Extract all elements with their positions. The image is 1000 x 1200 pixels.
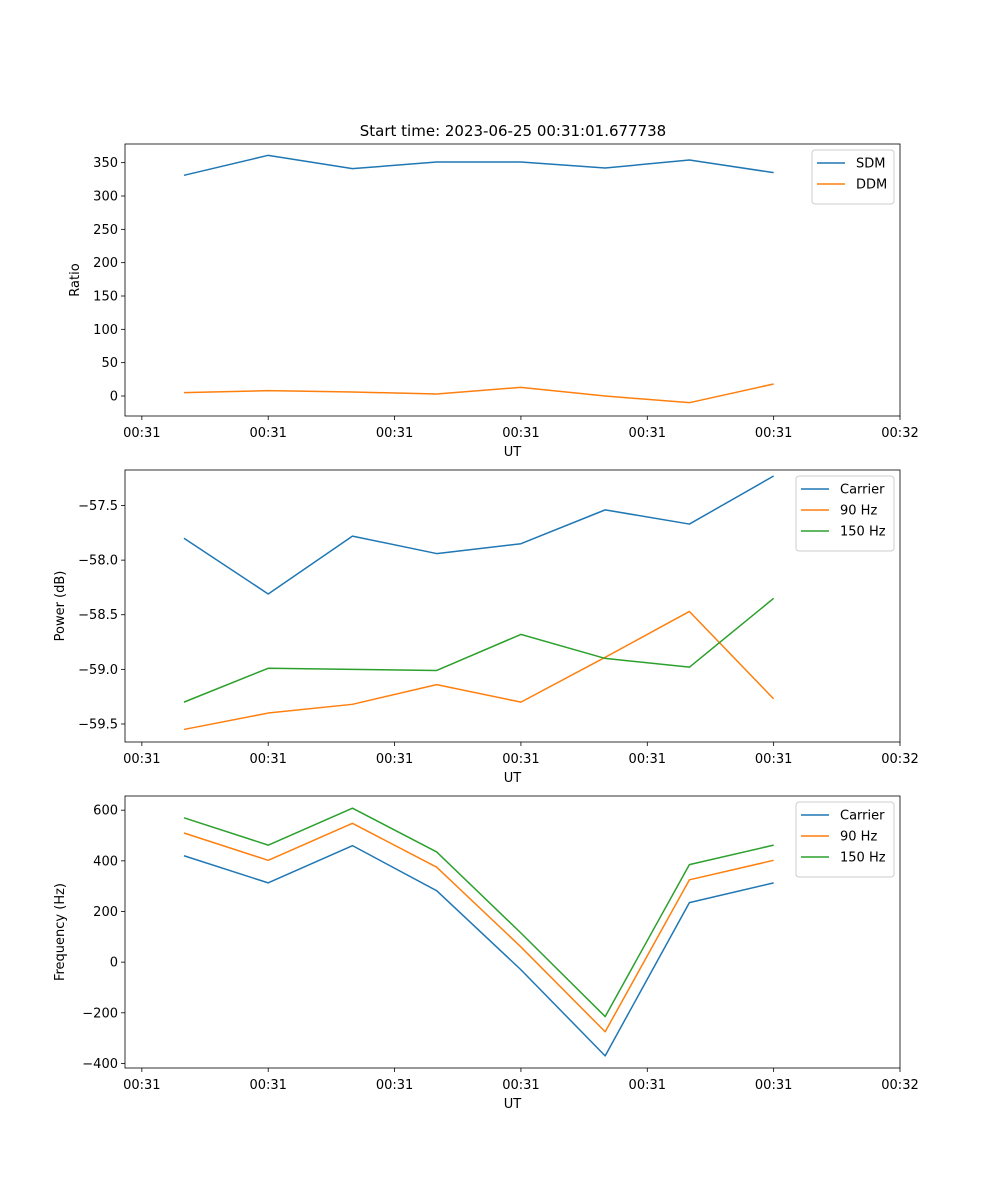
figure-title: Start time: 2023-06-25 00:31:01.677738 [360, 122, 666, 140]
legend-label-2-3: 150 Hz [840, 525, 886, 540]
x-tick-label-3-1: 00:31 [123, 1078, 160, 1093]
x-tick-label-3-7: 00:32 [881, 1078, 918, 1093]
series-line-2-3 [183, 597, 775, 703]
y-axis-label-2: Power (dB) [53, 571, 68, 642]
y-tick-label-1-5: 200 [93, 256, 118, 271]
x-tick-label-1-1: 00:31 [123, 426, 160, 441]
x-tick-label-2-2: 00:31 [249, 752, 286, 767]
y-tick-label-3-2: −200 [82, 1006, 118, 1021]
x-axis-label-1: UT [504, 445, 522, 460]
legend-label-3-1: Carrier [840, 809, 885, 824]
x-tick-label-1-3: 00:31 [376, 426, 413, 441]
chart-3: 00:31 00:31 00:31 00:31 00:31 00:31 00:32 −400 −… [53, 795, 919, 1112]
y-tick-label-3-3: 0 [110, 956, 118, 971]
legend-2: Carrier 90 Hz 150 Hz [795, 475, 895, 552]
x-tick-label-2-3: 00:31 [376, 752, 413, 767]
legend-box-2 [795, 475, 895, 552]
x-tick-label-3-3: 00:31 [376, 1078, 413, 1093]
y-tick-label-1-2: 50 [101, 356, 118, 371]
axes-frame-1 [124, 143, 901, 417]
x-tick-label-3-6: 00:31 [755, 1078, 792, 1093]
legend-1: SDM DDM [811, 149, 895, 205]
series-line-3-3 [183, 807, 774, 1018]
x-tick-label-2-1: 00:31 [123, 752, 160, 767]
y-axis-label-1: Ratio [68, 263, 83, 296]
y-axis-label-3: Frequency (Hz) [53, 883, 68, 981]
y-tick-label-2-3: −58.5 [78, 608, 118, 623]
y-tick-label-1-1: 0 [110, 390, 118, 405]
y-tick-label-3-6: 600 [93, 804, 118, 819]
x-tick-label-1-6: 00:31 [755, 426, 792, 441]
legend-label-2-1: Carrier [840, 483, 885, 498]
chart-1: 00:31 00:31 00:31 00:31 00:31 00:31 00:32 0 50 10… [68, 143, 919, 460]
x-axis-label-2: UT [504, 771, 522, 786]
x-tick-label-1-5: 00:31 [629, 426, 666, 441]
legend-label-1-1: SDM [856, 157, 885, 172]
x-tick-label-1-7: 00:32 [881, 426, 918, 441]
axes-frame-3 [124, 795, 901, 1069]
chart-2: 00:31 00:31 00:31 00:31 00:31 00:31 00:32 −59.5… [53, 469, 919, 786]
series-line-1-2 [183, 383, 774, 404]
x-axis-label-3: UT [504, 1097, 522, 1112]
y-tick-label-2-2: −59.0 [78, 663, 118, 678]
x-tick-label-1-4: 00:31 [502, 426, 539, 441]
axes-frame-2 [124, 469, 901, 743]
series-line-1-1 [183, 154, 774, 177]
legend-label-2-2: 90 Hz [840, 504, 877, 519]
legend-label-3-2: 90 Hz [840, 830, 877, 845]
y-tick-label-3-1: −400 [82, 1057, 118, 1072]
y-tick-label-3-4: 200 [93, 905, 118, 920]
y-tick-label-1-3: 100 [93, 323, 118, 338]
x-tick-label-2-7: 00:32 [881, 752, 918, 767]
series-line-3-2 [183, 822, 774, 1033]
x-tick-label-3-5: 00:31 [629, 1078, 666, 1093]
x-tick-label-3-2: 00:31 [249, 1078, 286, 1093]
series-line-3-1 [183, 844, 774, 1057]
legend-box-3 [795, 801, 895, 878]
x-tick-label-2-6: 00:31 [755, 752, 792, 767]
y-tick-label-2-5: −57.5 [78, 499, 118, 514]
x-tick-label-3-4: 00:31 [502, 1078, 539, 1093]
x-tick-label-1-2: 00:31 [249, 426, 286, 441]
x-tick-label-2-5: 00:31 [629, 752, 666, 767]
legend-label-3-3: 150 Hz [840, 851, 886, 866]
y-tick-label-1-6: 250 [93, 223, 118, 238]
y-tick-label-3-5: 400 [93, 854, 118, 869]
series-line-2-2 [183, 610, 775, 731]
y-tick-label-1-8: 350 [93, 156, 118, 171]
y-tick-label-1-4: 150 [93, 290, 118, 305]
legend-3: Carrier 90 Hz 150 Hz [795, 801, 895, 878]
y-tick-label-1-7: 300 [93, 190, 118, 205]
y-tick-label-2-4: −58.0 [78, 554, 118, 569]
y-tick-label-2-1: −59.5 [78, 717, 118, 732]
x-tick-label-2-4: 00:31 [502, 752, 539, 767]
legend-label-1-2: DDM [856, 178, 887, 193]
series-line-2-1 [183, 475, 775, 595]
